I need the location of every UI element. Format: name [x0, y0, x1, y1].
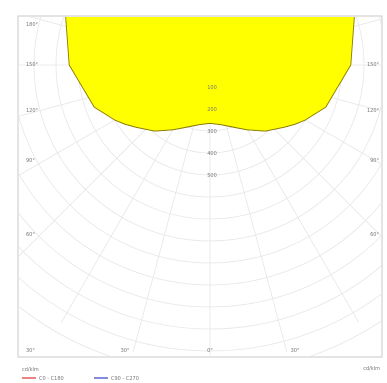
legend-units: cd/klm: [22, 367, 39, 373]
radial-tick-label: 500: [207, 173, 217, 179]
angle-label-left: 30°: [26, 348, 35, 354]
angle-label-right: 150°: [367, 62, 380, 68]
angle-label-left: 60°: [26, 232, 35, 238]
angle-label-left: 120°: [26, 108, 39, 114]
angle-label-left: 150°: [26, 62, 39, 68]
angle-label-bottom: 0°: [207, 348, 213, 354]
units-label: cd/klm: [363, 366, 380, 372]
angle-label-right: 90°: [370, 158, 379, 164]
angle-label-bottom: 30°: [291, 348, 300, 354]
luminous-intensity-shapes: [65, 17, 355, 132]
legend-label: C0 - C180: [39, 376, 64, 382]
angle-label-right: 120°: [367, 108, 380, 114]
radial-tick-labels: 100 200 300 400 500: [207, 85, 217, 179]
angle-label-left: 90°: [26, 158, 35, 164]
angle-label-bottom: 30°: [121, 348, 130, 354]
legend-label: C90 - C270: [111, 376, 139, 382]
angle-label-right: 60°: [370, 232, 379, 238]
angle-label-left: 180°: [26, 22, 39, 28]
angle-tick-labels: 180° 150° 120° 90° 60° 30° 150° 120° 90° 60° 30° 0°…: [26, 22, 380, 372]
radial-tick-label: 300: [207, 129, 217, 135]
intensity-curve-c90-c270: [65, 17, 355, 132]
radial-tick-label: 200: [207, 107, 217, 113]
radial-tick-label: 100: [207, 85, 217, 91]
radial-tick-label: 400: [207, 151, 217, 157]
